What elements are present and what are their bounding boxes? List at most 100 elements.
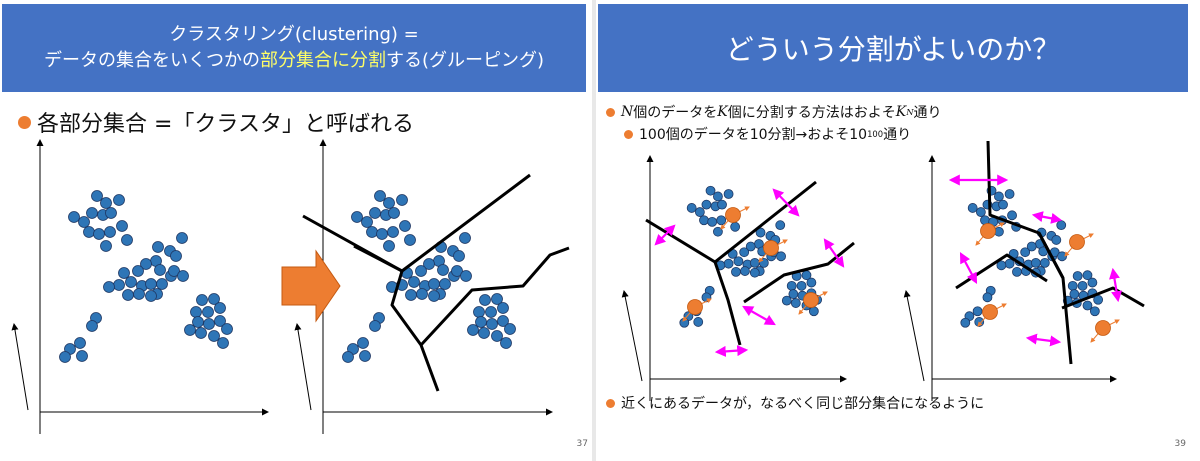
var-k: K xyxy=(717,104,728,120)
data-point xyxy=(118,267,130,279)
data-point xyxy=(374,190,386,202)
data-point xyxy=(415,265,427,277)
bullet-dot-icon xyxy=(606,398,615,408)
data-point xyxy=(1012,266,1022,277)
data-point xyxy=(140,258,152,270)
data-point xyxy=(694,207,705,217)
data-point xyxy=(383,240,395,252)
var-k: K xyxy=(895,104,907,120)
data-point xyxy=(405,289,417,301)
slide-right: どういう分割がよいのか？ N 個のデータを K 個に分割する方法はおよそ K N 通り 10… xyxy=(596,0,1200,461)
partition-line xyxy=(419,246,570,347)
data-point xyxy=(214,302,226,314)
data-point xyxy=(105,207,117,219)
data-point xyxy=(707,216,718,227)
centroid-point xyxy=(803,292,819,308)
data-point xyxy=(960,317,971,328)
data-point xyxy=(972,306,983,317)
data-point xyxy=(369,320,381,332)
z-axis xyxy=(621,290,643,382)
data-point xyxy=(423,258,435,270)
data-point xyxy=(203,318,215,330)
bullet-text: 各部分集合 =「クラスタ」と呼ばれる xyxy=(37,112,414,137)
bullet-text: 100個のデータを10分割→およそ10 xyxy=(639,127,868,143)
data-point xyxy=(740,266,750,276)
data-point xyxy=(202,306,214,318)
data-point xyxy=(723,189,734,199)
data-point xyxy=(717,199,727,210)
exponent: N xyxy=(906,107,914,117)
data-point xyxy=(775,220,786,231)
data-point xyxy=(113,279,125,291)
data-point xyxy=(100,197,112,209)
data-point xyxy=(730,221,741,232)
data-point xyxy=(437,264,449,276)
data-point xyxy=(93,228,105,240)
data-point xyxy=(145,278,157,290)
data-point xyxy=(749,267,760,278)
distance-arrow xyxy=(742,305,776,326)
bullet-dot-icon xyxy=(624,129,633,139)
bullet-cluster-definition: 各部分集合 =「クラスタ」と呼ばれる xyxy=(18,106,414,138)
data-point xyxy=(497,302,509,314)
data-point xyxy=(100,240,112,252)
data-point xyxy=(755,227,766,238)
data-point xyxy=(342,351,354,363)
data-point xyxy=(217,337,229,349)
transform-arrow-icon xyxy=(281,249,341,323)
distance-arrow xyxy=(654,224,676,246)
data-point xyxy=(133,288,145,300)
data-point xyxy=(196,294,208,306)
data-point xyxy=(86,207,98,219)
data-point xyxy=(806,277,817,288)
data-point xyxy=(221,323,233,335)
data-point xyxy=(78,216,90,228)
distance-arrow xyxy=(959,252,978,284)
data-point xyxy=(132,265,144,277)
title-highlight: 部分集合に分割 xyxy=(259,50,386,71)
data-point xyxy=(208,330,220,342)
centroid-point xyxy=(725,207,741,223)
data-point xyxy=(693,317,704,327)
data-point xyxy=(104,226,116,238)
data-point xyxy=(796,280,807,291)
data-point xyxy=(491,330,503,342)
data-point xyxy=(786,280,797,291)
data-point xyxy=(1057,251,1067,262)
data-point xyxy=(1067,280,1078,291)
distance-arrow xyxy=(714,345,749,357)
data-point xyxy=(723,258,734,269)
data-point xyxy=(83,226,95,238)
data-point xyxy=(116,220,128,232)
bullet-dot-icon xyxy=(18,115,31,129)
centroid-point xyxy=(1095,320,1111,336)
data-point xyxy=(1077,280,1088,291)
page-number: 39 xyxy=(1174,439,1186,449)
data-point xyxy=(790,298,801,308)
data-point xyxy=(996,260,1007,271)
data-point xyxy=(731,266,741,277)
partition-line xyxy=(713,261,742,346)
bullet-text: 通り xyxy=(883,127,912,143)
data-point xyxy=(156,278,168,290)
data-point xyxy=(716,215,727,226)
data-point xyxy=(351,211,363,223)
data-point xyxy=(781,295,792,306)
data-point xyxy=(195,327,207,339)
data-point xyxy=(1089,306,1100,317)
data-point xyxy=(467,324,479,336)
data-point xyxy=(1082,270,1093,281)
data-point xyxy=(1072,271,1083,281)
title-line-1: クラスタリング(clustering) = xyxy=(169,24,419,45)
title-text: データの集合をいくつかの xyxy=(43,50,260,71)
data-point xyxy=(713,191,723,202)
data-point xyxy=(408,276,420,288)
distance-arrow xyxy=(823,238,845,268)
data-point xyxy=(383,197,395,209)
data-point xyxy=(176,232,188,244)
bullet-example: 100個のデータを10分割→およそ10 100 通り xyxy=(624,124,911,144)
data-point xyxy=(705,185,716,196)
data-point xyxy=(1020,247,1031,258)
data-point xyxy=(154,264,166,276)
partition-comparison-diagram xyxy=(621,140,1145,401)
